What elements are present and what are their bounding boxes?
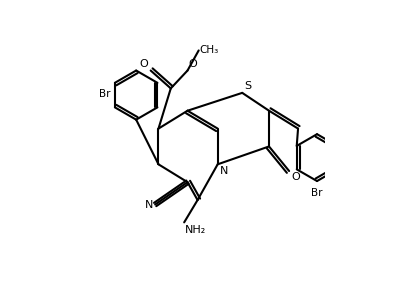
Text: CH₃: CH₃ bbox=[200, 46, 219, 55]
Text: O: O bbox=[140, 59, 149, 69]
Text: Br: Br bbox=[99, 89, 110, 99]
Text: N: N bbox=[145, 200, 154, 209]
Text: NH₂: NH₂ bbox=[185, 224, 206, 235]
Text: O: O bbox=[291, 172, 300, 182]
Text: Br: Br bbox=[311, 188, 323, 198]
Text: S: S bbox=[245, 81, 252, 90]
Text: N: N bbox=[220, 166, 229, 176]
Text: O: O bbox=[188, 59, 197, 69]
